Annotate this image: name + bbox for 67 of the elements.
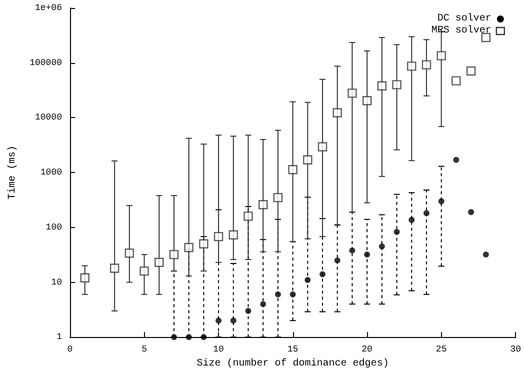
- point: [468, 209, 474, 216]
- point: [154, 258, 164, 268]
- point: [214, 232, 224, 242]
- point: [216, 318, 222, 324]
- point: [377, 81, 387, 90]
- point: [378, 243, 385, 250]
- point: [482, 252, 489, 258]
- point: [288, 165, 298, 174]
- point: [170, 334, 177, 340]
- y-tick-label: 10000: [34, 112, 62, 123]
- point: [423, 210, 430, 216]
- y-tick-label: 100000: [30, 58, 62, 68]
- point: [481, 32, 490, 42]
- point: [124, 248, 134, 258]
- y-tick-label: 1e+06: [34, 3, 62, 13]
- point: [453, 156, 460, 163]
- y-tick-label: 100: [46, 222, 62, 232]
- point: [228, 230, 238, 240]
- point: [200, 334, 207, 340]
- x-tick-label: 20: [362, 344, 372, 355]
- point: [169, 250, 179, 260]
- point: [80, 273, 90, 283]
- point: [245, 308, 252, 314]
- x-tick-label: 25: [436, 344, 447, 355]
- x-tick-label: 5: [142, 344, 147, 355]
- point: [140, 266, 149, 276]
- point: [436, 51, 446, 60]
- point: [407, 62, 416, 71]
- point: [244, 212, 253, 221]
- x-tick-label: 0: [67, 344, 73, 355]
- point: [394, 228, 400, 235]
- point: [348, 88, 357, 98]
- point: [199, 239, 208, 249]
- y-tick-label: 1000: [40, 168, 62, 178]
- point: [408, 216, 415, 223]
- point: [466, 66, 476, 76]
- x-tick-label: 30: [510, 344, 522, 355]
- point: [260, 301, 266, 308]
- point: [110, 264, 120, 273]
- x-tick-label: 15: [287, 344, 298, 355]
- point: [422, 60, 432, 70]
- point: [318, 142, 328, 152]
- point: [258, 200, 268, 210]
- y-axis-title: Time (ms): [6, 146, 18, 200]
- point: [290, 291, 296, 298]
- point: [392, 80, 402, 90]
- point: [349, 247, 356, 254]
- legend-label: MRS solver: [431, 24, 492, 36]
- point: [186, 334, 192, 340]
- point: [273, 192, 283, 202]
- legend-label: DC solver: [437, 12, 492, 24]
- point: [452, 76, 461, 86]
- point: [438, 198, 444, 204]
- y-tick-label: 1: [56, 332, 62, 342]
- point: [362, 96, 372, 106]
- point: [303, 155, 312, 165]
- x-tick-label: 10: [213, 344, 224, 355]
- point: [334, 257, 340, 264]
- point: [332, 108, 342, 118]
- point: [274, 291, 281, 298]
- point: [364, 252, 370, 258]
- point: [184, 242, 194, 252]
- point: [304, 276, 311, 283]
- x-axis-title: Size (number of dominance edges): [196, 358, 389, 370]
- y-tick-label: 10: [51, 277, 62, 288]
- point: [230, 318, 236, 324]
- point: [320, 271, 326, 278]
